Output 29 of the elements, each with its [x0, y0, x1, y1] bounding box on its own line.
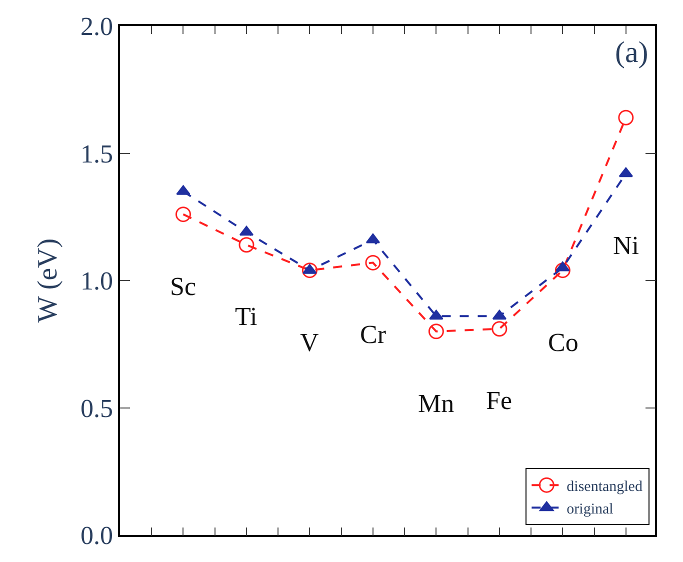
x-tick-label: Ni: [613, 231, 639, 260]
x-tick-label: Cr: [360, 320, 386, 349]
point: [175, 206, 191, 222]
point: [429, 310, 444, 320]
x-tick-label: Co: [548, 328, 578, 357]
point: [428, 324, 444, 340]
point: [302, 262, 318, 278]
point: [618, 167, 634, 178]
x-tick-label: Mn: [418, 389, 454, 418]
point: [238, 237, 254, 253]
point: [365, 254, 381, 270]
point: [492, 321, 508, 337]
y-tick-label: 1.5: [80, 139, 114, 168]
y-tick-label: 0.5: [80, 394, 114, 423]
y-axis-title: W (eV): [32, 238, 64, 323]
point: [554, 262, 570, 278]
y-tick-label: 2.0: [80, 12, 114, 42]
x-tick-label: Fe: [486, 386, 512, 415]
x-tick-label: Ti: [235, 302, 258, 331]
y-tick-label: 1.0: [80, 266, 114, 296]
x-tick-label: Sc: [170, 272, 196, 301]
legend-label: original: [566, 501, 614, 518]
point: [492, 310, 507, 320]
legend-label: disentangled: [566, 478, 643, 495]
y-tick-label: 0.0: [80, 521, 114, 550]
point: [239, 226, 254, 236]
point: [618, 110, 634, 126]
annotation: (a): [615, 36, 648, 69]
x-tick-label: V: [300, 328, 319, 357]
